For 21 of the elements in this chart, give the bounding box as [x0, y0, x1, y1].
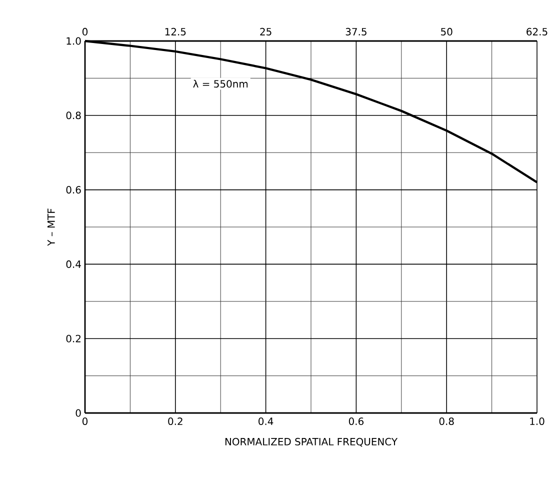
- x2-tick-label: 37.5: [346, 28, 366, 36]
- x2-tick-label: 62.5: [526, 28, 548, 36]
- x-axis-title: NORMALIZED SPATIAL FREQUENCY: [225, 438, 398, 447]
- y-tick-label: 0.2: [66, 334, 80, 342]
- x-tick-label: 0.8: [439, 418, 454, 426]
- y-tick-label: 0: [76, 409, 81, 417]
- annotation: λ = 550nm: [193, 80, 248, 88]
- x2-tick-label: 0: [82, 28, 88, 36]
- y-axis-title: Y – MTF: [48, 208, 55, 246]
- x-tick-label: 0: [82, 418, 88, 426]
- x-tick-label: 1.0: [530, 418, 544, 426]
- x2-tick-label: 50: [441, 28, 452, 36]
- x2-tick-label: 25: [260, 28, 272, 36]
- y-tick-label: 1.0: [66, 37, 81, 45]
- x-tick-label: 0.4: [258, 418, 274, 426]
- y-tick-label: 0.6: [66, 186, 81, 194]
- y-tick-label: 0.8: [66, 112, 81, 120]
- y-tick-label: 0.4: [66, 260, 81, 268]
- x-tick-label: 0.6: [348, 418, 364, 426]
- x2-tick-label: 12.5: [165, 28, 186, 36]
- x-tick-label: 0.2: [168, 418, 182, 426]
